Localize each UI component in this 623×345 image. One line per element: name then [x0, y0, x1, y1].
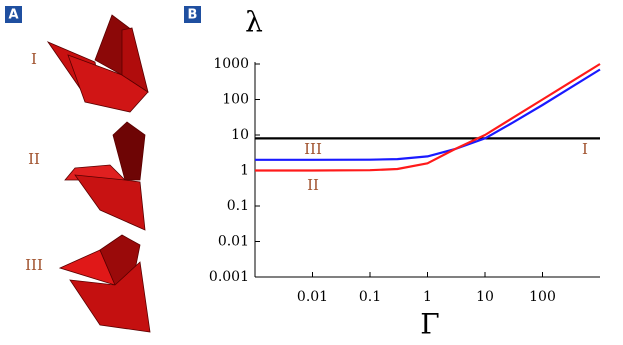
y-tick-label: 1000 [213, 56, 249, 72]
curve-annotation: I [582, 140, 588, 158]
shape [74, 174, 146, 231]
x-axis-label: Γ [420, 308, 439, 341]
shape-label: II [28, 150, 40, 168]
x-tick-label: 10 [476, 289, 494, 305]
y-tick-label: 10 [231, 127, 249, 143]
shape [69, 261, 151, 333]
y-tick-label: 100 [222, 92, 249, 108]
y-tick-label: 0.1 [227, 198, 249, 214]
panel-badge [5, 6, 22, 23]
y-tick-label: 0.001 [209, 269, 249, 285]
x-tick-label: 1 [423, 289, 432, 305]
panel-badge [184, 6, 201, 23]
y-tick-label: 0.01 [218, 234, 249, 250]
y-axis-label: λ [245, 6, 263, 39]
y-tick-label: 1 [240, 163, 249, 179]
panel-label: B [188, 8, 198, 23]
x-tick-label: 0.1 [359, 289, 381, 305]
shapes [46, 14, 151, 333]
series-line [255, 63, 601, 172]
shape-label: III [25, 256, 43, 274]
shape [121, 27, 149, 93]
x-tick-label: 100 [529, 289, 556, 305]
shape [67, 54, 149, 113]
shape-label: I [31, 50, 37, 68]
panel-label: A [8, 8, 18, 23]
curve-annotation: III [304, 140, 322, 158]
curve-annotation: II [307, 176, 319, 194]
x-tick-label: 0.01 [297, 289, 328, 305]
shape [112, 121, 146, 181]
